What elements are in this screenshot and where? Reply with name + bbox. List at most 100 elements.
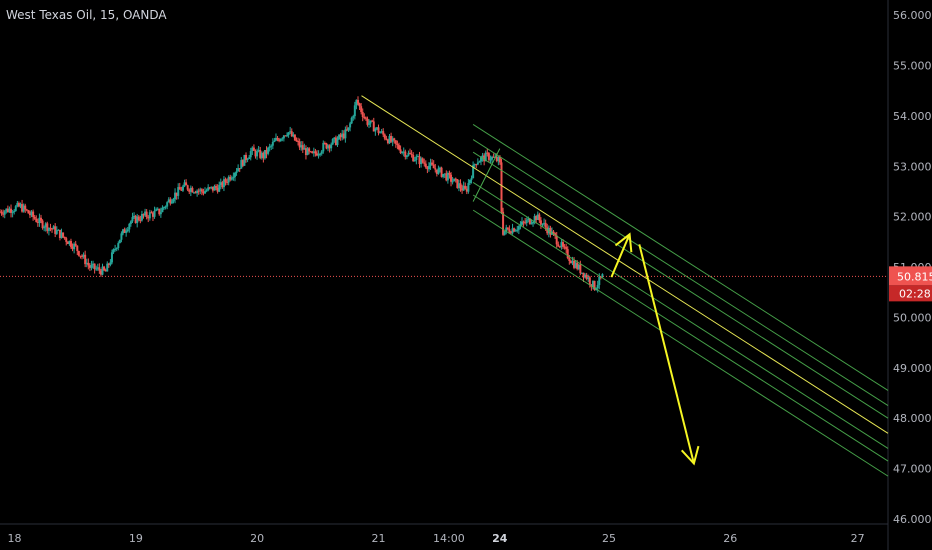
candle-body	[483, 155, 486, 162]
projection-arrow-head[interactable]	[614, 232, 633, 253]
candle-body	[432, 164, 435, 169]
candle-body	[338, 134, 341, 140]
candle-body	[199, 189, 202, 191]
candle-body	[133, 215, 136, 218]
candle-body	[388, 135, 391, 144]
last-price-tag	[889, 266, 932, 286]
candle-body	[150, 212, 153, 214]
candle-body	[156, 208, 159, 210]
candle-body	[306, 148, 309, 156]
pitchfork-channel-line[interactable]	[472, 181, 889, 449]
candle-body	[281, 138, 284, 140]
pitchfork-channel-line[interactable]	[472, 139, 889, 407]
candle-body	[112, 249, 115, 253]
candle-body	[256, 151, 259, 157]
candle-body	[282, 135, 285, 139]
candle-body	[148, 212, 151, 219]
candle-body	[344, 129, 347, 139]
candle-body	[123, 229, 126, 233]
candle-body	[82, 254, 85, 257]
candle-body	[8, 208, 11, 213]
candle-body	[21, 204, 24, 212]
candle-body	[55, 230, 58, 234]
candle-body	[147, 216, 150, 219]
candle-body	[409, 152, 412, 154]
candle-body	[308, 148, 311, 152]
candle-body	[588, 277, 591, 285]
candle-body	[47, 227, 50, 231]
candle-body	[521, 221, 524, 225]
candle-body	[379, 132, 382, 134]
candle-body	[230, 177, 233, 180]
y-tick-label: 54.000	[893, 110, 932, 123]
candle-body	[555, 235, 558, 245]
candle-body	[464, 185, 467, 189]
candle-body	[76, 245, 79, 252]
candle-body	[241, 160, 244, 166]
candle-body	[218, 185, 221, 192]
candle-body	[153, 210, 156, 217]
candle-body	[254, 150, 257, 157]
candle-body	[596, 285, 599, 289]
candle-body	[498, 156, 501, 163]
candle-body	[301, 145, 304, 150]
candle-body	[511, 228, 514, 234]
candle-body	[467, 183, 470, 192]
candle-body	[292, 134, 295, 137]
candle-body	[60, 232, 63, 238]
candle-body	[208, 187, 211, 189]
candle-body	[443, 173, 446, 175]
candle-body	[96, 267, 99, 269]
candle-body	[73, 243, 76, 250]
pitchfork-channel-line[interactable]	[472, 124, 889, 391]
candle-body	[188, 189, 191, 192]
candle-body	[401, 152, 404, 154]
candle-body	[144, 211, 147, 216]
candle-body	[404, 151, 407, 158]
pitchfork-median-line[interactable]	[361, 95, 889, 434]
candle-body	[19, 204, 22, 207]
candle-body	[44, 223, 47, 228]
candle-body	[591, 280, 594, 287]
pitchfork-handle-line[interactable]	[472, 148, 501, 202]
pitchfork-channel-line[interactable]	[472, 151, 889, 419]
candle-body	[566, 249, 569, 259]
pitchfork-channel-line[interactable]	[472, 209, 889, 477]
candle-body	[568, 258, 571, 262]
candle-body	[103, 266, 106, 271]
candle-body	[421, 158, 424, 163]
candle-body	[505, 227, 508, 232]
candle-body	[549, 227, 552, 235]
candle-body	[35, 218, 38, 222]
candle-body	[500, 162, 503, 212]
candle-body	[541, 223, 544, 225]
candle-body	[268, 146, 271, 148]
candle-body	[65, 238, 68, 242]
candle-body	[323, 142, 326, 144]
candle-body	[41, 220, 44, 229]
pitchfork-channel-line[interactable]	[472, 194, 889, 462]
candle-body	[57, 229, 60, 231]
candle-body	[353, 105, 356, 117]
candle-body	[374, 128, 377, 132]
candle-body	[192, 192, 195, 194]
y-tick-label: 55.000	[893, 60, 932, 73]
candle-body	[478, 161, 481, 163]
candle-body	[43, 227, 46, 229]
projection-arrow-head[interactable]	[680, 445, 700, 466]
candle-body	[158, 208, 161, 215]
candle-body	[468, 179, 471, 184]
candle-body	[46, 223, 49, 231]
candle-body	[221, 182, 224, 188]
candle-body	[364, 117, 367, 119]
projection-arrow-line[interactable]	[610, 233, 631, 278]
candle-body	[543, 222, 546, 224]
candle-body	[349, 123, 352, 128]
candle-body	[396, 143, 399, 146]
candle-body	[249, 151, 252, 158]
candle-body	[164, 206, 167, 208]
y-tick-label: 48.000	[893, 412, 932, 425]
candle-body	[11, 211, 14, 213]
projection-arrow-line[interactable]	[638, 244, 695, 464]
